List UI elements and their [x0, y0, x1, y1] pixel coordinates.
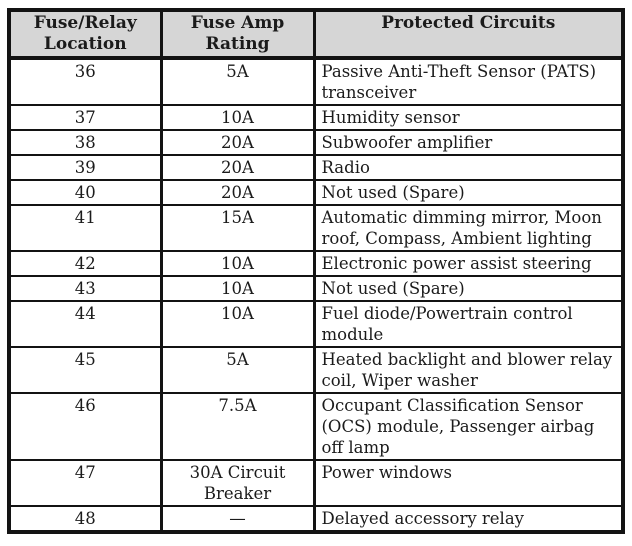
cell-amp-rating: 10A: [159, 250, 316, 277]
cell-amp-rating: 20A: [159, 129, 316, 156]
cell-protected-circuits: Passive Anti-Theft Sensor (PATS) transce…: [312, 57, 625, 106]
cell-amp-rating: 7.5A: [159, 392, 316, 461]
table-row: 43 10A Not used (Spare): [7, 275, 625, 302]
cell-protected-circuits: Not used (Spare): [312, 275, 625, 302]
cell-protected-circuits: Power windows: [312, 459, 625, 507]
table-row: 47 30A Circuit Breaker Power windows: [7, 459, 625, 507]
cell-amp-rating: 20A: [159, 179, 316, 206]
table-row: 37 10A Humidity sensor: [7, 104, 625, 131]
cell-amp-rating: 5A: [159, 346, 316, 394]
cell-location: 40: [7, 179, 163, 206]
cell-amp-rating: 30A Circuit Breaker: [159, 459, 316, 507]
cell-location: 45: [7, 346, 163, 394]
cell-protected-circuits: Not used (Spare): [312, 179, 625, 206]
cell-protected-circuits: Humidity sensor: [312, 104, 625, 131]
cell-amp-rating: 20A: [159, 154, 316, 181]
cell-protected-circuits: Automatic dimming mirror, Moon roof, Com…: [312, 204, 625, 252]
cell-location: 37: [7, 104, 163, 131]
cell-location: 43: [7, 275, 163, 302]
header-cell-fuse-amp-rating: Fuse Amp Rating: [159, 9, 316, 60]
cell-location: 47: [7, 459, 163, 507]
cell-amp-rating: 5A: [159, 57, 316, 106]
cell-location: 38: [7, 129, 163, 156]
cell-location: 36: [7, 57, 163, 106]
cell-protected-circuits: Heated backlight and blower relay coil, …: [312, 346, 625, 394]
table-row: 41 15A Automatic dimming mirror, Moon ro…: [7, 204, 625, 252]
cell-protected-circuits: Radio: [312, 154, 625, 181]
table-row: 36 5A Passive Anti-Theft Sensor (PATS) t…: [7, 57, 625, 106]
cell-protected-circuits: Electronic power assist steering: [312, 250, 625, 277]
fuse-relay-table: Fuse/Relay Location Fuse Amp Rating Prot…: [7, 8, 625, 534]
table-header: Fuse/Relay Location Fuse Amp Rating Prot…: [7, 9, 625, 60]
table-row: 39 20A Radio: [7, 154, 625, 181]
cell-location: 42: [7, 250, 163, 277]
header-cell-fuse-relay-location: Fuse/Relay Location: [7, 9, 163, 60]
cell-protected-circuits: Occupant Classification Sensor (OCS) mod…: [312, 392, 625, 461]
cell-amp-rating: 10A: [159, 275, 316, 302]
cell-protected-circuits: Delayed accessory relay: [312, 505, 625, 533]
table-row: 48 — Delayed accessory relay: [7, 505, 625, 533]
cell-location: 44: [7, 300, 163, 348]
cell-amp-rating: 10A: [159, 104, 316, 131]
cell-protected-circuits: Fuel diode/Powertrain control module: [312, 300, 625, 348]
cell-amp-rating: 15A: [159, 204, 316, 252]
table-row: 45 5A Heated backlight and blower relay …: [7, 346, 625, 394]
cell-location: 41: [7, 204, 163, 252]
cell-protected-circuits: Subwoofer amplifier: [312, 129, 625, 156]
table-row: 38 20A Subwoofer amplifier: [7, 129, 625, 156]
table-row: 44 10A Fuel diode/Powertrain control mod…: [7, 300, 625, 348]
cell-amp-rating: —: [159, 505, 316, 533]
table-row: 42 10A Electronic power assist steering: [7, 250, 625, 277]
cell-location: 48: [7, 505, 163, 533]
table-row: 40 20A Not used (Spare): [7, 179, 625, 206]
header-cell-protected-circuits: Protected Circuits: [312, 9, 625, 60]
header-row: Fuse/Relay Location Fuse Amp Rating Prot…: [7, 9, 625, 60]
cell-location: 46: [7, 392, 163, 461]
table-body: 36 5A Passive Anti-Theft Sensor (PATS) t…: [7, 57, 625, 533]
cell-amp-rating: 10A: [159, 300, 316, 348]
cell-location: 39: [7, 154, 163, 181]
table-row: 46 7.5A Occupant Classification Sensor (…: [7, 392, 625, 461]
